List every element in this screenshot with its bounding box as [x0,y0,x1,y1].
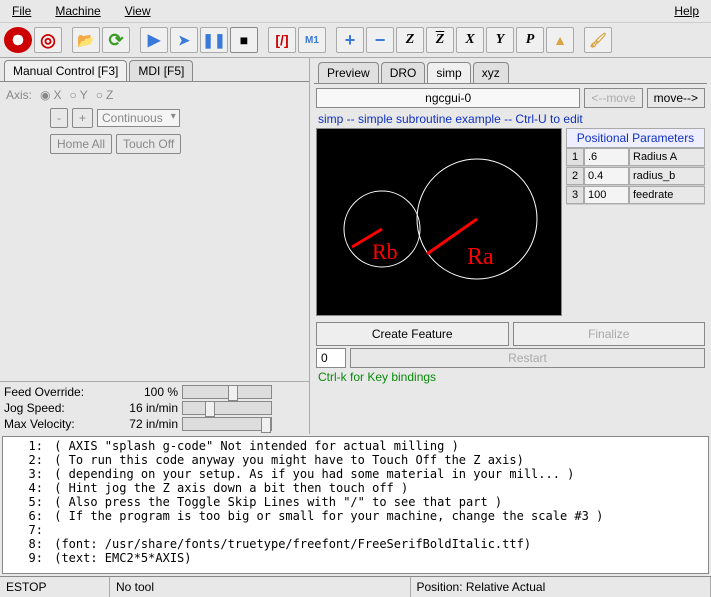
move-right-button[interactable]: move--> [647,88,705,108]
feed-override-label: Feed Override: [4,385,104,399]
axis-x-radio[interactable]: ◉X [40,88,62,102]
view-z-button[interactable]: Z [396,27,424,53]
tab-xyz[interactable]: xyz [473,62,509,83]
right-tabs: Preview DRO simp xyz [314,60,707,83]
status-bar: ESTOP No tool Position: Relative Actual [0,576,711,597]
param-index: 1 [566,148,584,166]
code-line: 3: ( depending on your setup. As if you … [7,467,704,481]
menu-view[interactable]: View [117,2,159,20]
menubar: File Machine View Help [0,0,711,23]
tab-manual-control[interactable]: Manual Control [F3] [4,60,127,81]
m1-button[interactable]: M1 [298,27,326,53]
param-value[interactable]: 0.4 [584,167,629,185]
power-button[interactable]: ◎ [34,27,62,53]
code-line: 5: ( Also press the Toggle Skip Lines wi… [7,495,704,509]
tab-preview[interactable]: Preview [318,62,379,83]
restart-number[interactable]: 0 [316,348,346,368]
manual-control-body: Axis: ◉X ○Y ○Z - + Continuous Home All T… [0,81,309,381]
jog-plus-button[interactable]: + [72,108,93,128]
param-row: 20.4radius_b [566,167,705,186]
toolbar: ✕ ◎ 📂 ⟳ ▶ ➤ ❚❚ ■ [/] M1 + − Z Z X Y P ▲ … [0,23,711,58]
tab-mdi[interactable]: MDI [F5] [129,60,193,81]
slider-section: Feed Override: 100 % Jog Speed: 16 in/mi… [0,381,309,434]
touch-off-button[interactable]: Touch Off [116,134,181,154]
pause-button[interactable]: ❚❚ [200,27,228,53]
code-line: 1: ( AXIS "splash g-code" Not intended f… [7,439,704,453]
code-line: 9: (text: EMC2*5*AXIS) [7,551,704,565]
step-button[interactable]: ➤ [170,27,198,53]
status-estop: ESTOP [0,577,110,597]
zoom-in-button[interactable]: + [336,27,364,53]
create-feature-button[interactable]: Create Feature [316,322,509,346]
param-label: Radius A [629,148,705,166]
preview-header: ngcgui-0 <--move move--> [316,88,705,108]
preview-subtitle: simp -- simple subroutine example -- Ctr… [318,112,703,126]
estop-button[interactable]: ✕ [4,27,32,53]
jog-speed-value: 16 in/min [108,401,178,415]
param-index: 2 [566,167,584,185]
code-line: 8: (font: /usr/share/fonts/truetype/free… [7,537,704,551]
status-tool: No tool [110,577,411,597]
menu-file[interactable]: File [4,2,39,20]
preview-svg: Ra Rb [317,129,563,317]
tab-dro[interactable]: DRO [381,62,426,83]
label-rb: Rb [372,239,398,264]
param-value[interactable]: 100 [584,186,629,204]
preview-canvas: Ra Rb [316,128,562,316]
max-velocity-label: Max Velocity: [4,417,104,431]
keybind-hint: Ctrl-k for Key bindings [318,370,703,384]
view-p-button[interactable]: P [516,27,544,53]
code-line: 2: ( To run this code anyway you might h… [7,453,704,467]
axis-y-radio[interactable]: ○Y [70,88,88,102]
finalize-button[interactable]: Finalize [513,322,706,346]
right-panel: Preview DRO simp xyz ngcgui-0 <--move mo… [310,58,711,434]
param-value[interactable]: .6 [584,148,629,166]
rotate-button[interactable]: ▲ [546,27,574,53]
view-z2-button[interactable]: Z [426,27,454,53]
params-panel: Positional Parameters 1.6Radius A20.4rad… [566,128,705,316]
param-label: feedrate [629,186,705,204]
clear-plot-button[interactable]: 🖌 [584,27,612,53]
left-tabs: Manual Control [F3] MDI [F5] [0,58,309,81]
params-title: Positional Parameters [566,128,705,148]
param-row: 3100feedrate [566,186,705,205]
run-button[interactable]: ▶ [140,27,168,53]
move-left-button[interactable]: <--move [584,88,642,108]
menu-help[interactable]: Help [666,2,707,20]
jog-minus-button[interactable]: - [50,108,68,128]
param-index: 3 [566,186,584,204]
jog-speed-label: Jog Speed: [4,401,104,415]
view-y-button[interactable]: Y [486,27,514,53]
restart-button[interactable]: Restart [350,348,705,368]
open-button[interactable]: 📂 [72,27,100,53]
max-velocity-slider[interactable] [182,417,272,431]
param-label: radius_b [629,167,705,185]
code-line: 6: ( If the program is too big or small … [7,509,704,523]
jog-speed-slider[interactable] [182,401,272,415]
home-all-button[interactable]: Home All [50,134,112,154]
gcode-listing: 1: ( AXIS "splash g-code" Not intended f… [2,436,709,574]
code-line: 7: [7,523,704,537]
tab-simp[interactable]: simp [427,62,470,83]
menu-machine[interactable]: Machine [47,2,108,20]
axis-row: Axis: ◉X ○Y ○Z [6,88,303,102]
axis-z-radio[interactable]: ○Z [96,88,114,102]
axis-label: Axis: [6,88,32,102]
max-velocity-value: 72 in/min [108,417,178,431]
jog-mode-select[interactable]: Continuous [97,109,180,127]
zoom-out-button[interactable]: − [366,27,394,53]
reload-button[interactable]: ⟳ [102,27,130,53]
main-area: Manual Control [F3] MDI [F5] Axis: ◉X ○Y… [0,58,711,434]
code-line: 4: ( Hint jog the Z axis down a bit then… [7,481,704,495]
stop-button[interactable]: ■ [230,27,258,53]
param-row: 1.6Radius A [566,148,705,167]
feed-override-slider[interactable] [182,385,272,399]
skip-button[interactable]: [/] [268,27,296,53]
status-position: Position: Relative Actual [411,577,711,597]
feed-override-value: 100 % [108,385,178,399]
left-panel: Manual Control [F3] MDI [F5] Axis: ◉X ○Y… [0,58,310,434]
label-ra: Ra [467,244,494,270]
ngcgui-title: ngcgui-0 [316,88,580,108]
view-x-button[interactable]: X [456,27,484,53]
